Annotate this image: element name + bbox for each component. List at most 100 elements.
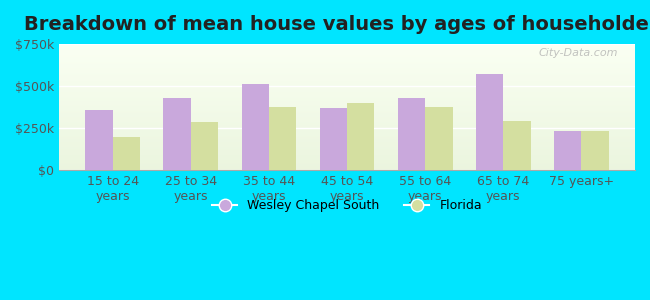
Bar xyxy=(59,169,635,170)
Bar xyxy=(85,110,112,170)
Bar xyxy=(191,122,218,170)
Bar xyxy=(269,107,296,170)
Bar xyxy=(59,70,635,72)
Bar xyxy=(59,122,635,124)
Bar xyxy=(59,76,635,77)
Bar xyxy=(59,74,635,76)
Bar xyxy=(59,44,635,45)
Bar xyxy=(59,55,635,56)
Bar xyxy=(59,126,635,127)
Bar xyxy=(59,61,635,63)
Bar xyxy=(59,46,635,48)
Bar xyxy=(242,84,269,170)
Bar xyxy=(59,148,635,149)
Bar xyxy=(59,63,635,64)
Bar xyxy=(59,151,635,152)
Bar xyxy=(59,161,635,163)
Bar xyxy=(59,83,635,84)
Bar xyxy=(59,145,635,146)
Bar xyxy=(320,108,347,170)
Bar xyxy=(59,164,635,165)
Bar xyxy=(59,120,635,121)
Bar xyxy=(59,101,635,102)
Bar xyxy=(59,91,635,92)
Bar xyxy=(59,93,635,94)
Bar xyxy=(59,116,635,117)
Bar xyxy=(59,140,635,141)
Bar xyxy=(59,45,635,46)
Bar xyxy=(59,65,635,67)
Bar xyxy=(59,155,635,156)
Bar xyxy=(59,92,635,93)
Bar xyxy=(59,132,635,134)
Bar xyxy=(59,167,635,168)
Bar xyxy=(59,103,635,104)
Text: City-Data.com: City-Data.com xyxy=(538,48,617,58)
Bar xyxy=(59,159,635,160)
Bar xyxy=(59,142,635,144)
Bar xyxy=(59,111,635,112)
Bar xyxy=(59,107,635,108)
Bar xyxy=(59,152,635,154)
Bar xyxy=(59,104,635,106)
Bar xyxy=(59,110,635,111)
Bar xyxy=(398,98,425,170)
Bar xyxy=(59,163,635,164)
Bar xyxy=(476,74,503,170)
Bar xyxy=(59,77,635,78)
Bar xyxy=(163,98,191,170)
Bar xyxy=(59,85,635,87)
Bar xyxy=(59,94,635,96)
Bar xyxy=(59,60,635,62)
Bar xyxy=(59,125,635,126)
Bar xyxy=(59,156,635,158)
Bar xyxy=(59,127,635,128)
Bar xyxy=(59,150,635,151)
Bar xyxy=(59,115,635,116)
Bar xyxy=(59,78,635,79)
Bar xyxy=(59,80,635,82)
Bar xyxy=(59,82,635,83)
Bar xyxy=(112,137,140,170)
Bar xyxy=(59,87,635,88)
Bar xyxy=(59,121,635,122)
Bar xyxy=(59,97,635,98)
Bar xyxy=(59,108,635,110)
Bar xyxy=(59,146,635,148)
Bar xyxy=(59,112,635,113)
Bar xyxy=(59,59,635,60)
Bar xyxy=(59,69,635,70)
Bar xyxy=(554,131,582,170)
Bar xyxy=(59,84,635,86)
Bar xyxy=(59,131,635,132)
Bar xyxy=(59,100,635,101)
Bar xyxy=(59,128,635,130)
Bar xyxy=(59,102,635,103)
Bar xyxy=(59,165,635,166)
Bar xyxy=(59,50,635,52)
Bar xyxy=(59,130,635,131)
Bar xyxy=(59,139,635,140)
Bar xyxy=(59,144,635,145)
Bar xyxy=(425,107,452,170)
Bar xyxy=(59,89,635,91)
Legend: Wesley Chapel South, Florida: Wesley Chapel South, Florida xyxy=(207,194,487,217)
Bar xyxy=(59,68,635,69)
Bar xyxy=(59,113,635,115)
Bar xyxy=(59,118,635,120)
Title: Breakdown of mean house values by ages of householders: Breakdown of mean house values by ages o… xyxy=(24,15,650,34)
Bar xyxy=(59,54,635,55)
Bar xyxy=(59,58,635,59)
Bar xyxy=(59,154,635,155)
Bar xyxy=(347,103,374,170)
Bar xyxy=(59,67,635,68)
Bar xyxy=(59,168,635,169)
Bar xyxy=(59,72,635,73)
Bar xyxy=(59,137,635,139)
Bar xyxy=(503,121,530,170)
Bar xyxy=(59,149,635,150)
Bar xyxy=(59,64,635,65)
Bar xyxy=(59,98,635,100)
Bar xyxy=(59,134,635,135)
Bar xyxy=(59,49,635,50)
